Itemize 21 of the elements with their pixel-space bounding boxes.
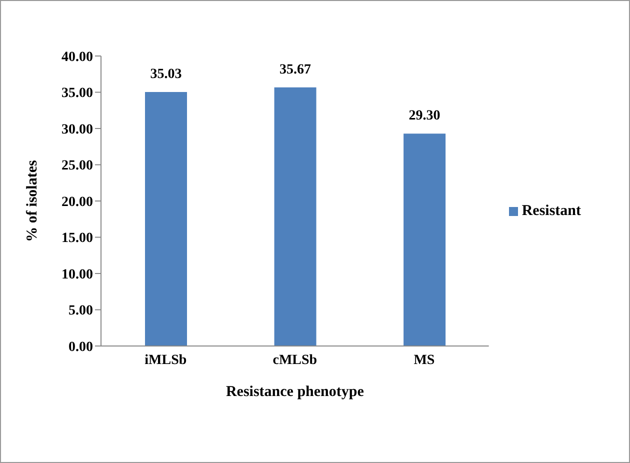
y-tick-label: 10.00 bbox=[62, 267, 93, 282]
y-axis-title: % of isolates bbox=[24, 160, 40, 242]
bar bbox=[274, 87, 316, 346]
data-label: 35.03 bbox=[150, 67, 182, 82]
x-tick-label: iMLSb bbox=[144, 352, 187, 368]
y-tick-label: 0.00 bbox=[68, 340, 93, 355]
data-label: 35.67 bbox=[280, 62, 312, 78]
bar bbox=[145, 92, 187, 346]
bar bbox=[404, 134, 446, 346]
data-label: 29.30 bbox=[408, 108, 440, 124]
y-tick-label: 15.00 bbox=[62, 231, 93, 246]
y-tick-label: 40.00 bbox=[62, 50, 93, 65]
y-tick-label: 5.00 bbox=[68, 304, 93, 319]
x-tick-label: MS bbox=[414, 352, 435, 368]
x-axis-title: Resistance phenotype bbox=[226, 384, 364, 400]
legend-label: Resistant bbox=[522, 202, 581, 218]
y-tick-label: 20.00 bbox=[62, 194, 93, 210]
y-tick-label: 25.00 bbox=[62, 158, 93, 174]
x-tick-label: cMLSb bbox=[272, 352, 318, 368]
y-tick-label: 35.00 bbox=[62, 86, 93, 102]
y-tick-label: 30.00 bbox=[62, 122, 93, 138]
